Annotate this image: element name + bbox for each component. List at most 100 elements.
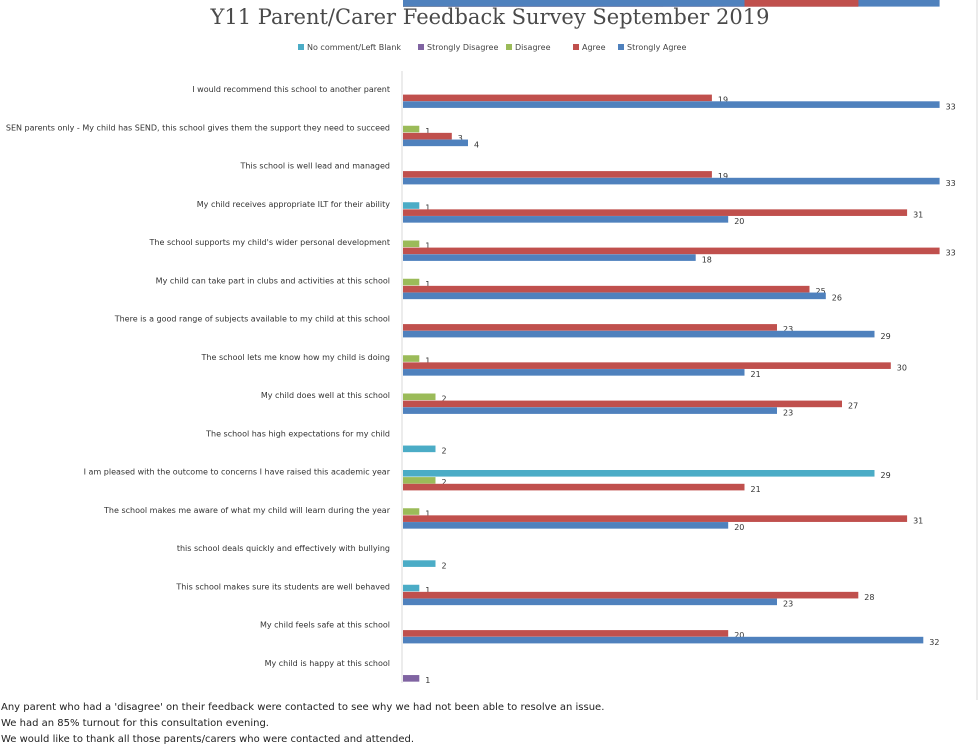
value-label-strongly-agree: 32: [929, 638, 939, 647]
value-label-strongly-agree: 21: [751, 0, 761, 2]
bar-strongly-agree: [403, 101, 940, 108]
value-label-agree: 21: [751, 485, 761, 494]
value-label-agree: 33: [946, 249, 956, 258]
bar-disagree: [403, 355, 420, 362]
value-label-strongly-agree: 18: [702, 255, 712, 264]
bar-no-comment-left-blank: [403, 470, 875, 477]
bar-strongly-agree: [403, 330, 875, 338]
value-label-strongly-agree: 4: [474, 141, 479, 150]
bar-disagree: [403, 240, 420, 248]
bar-strongly-agree: [403, 254, 696, 261]
category-label: The school supports my child's wider per…: [149, 238, 390, 247]
value-label-agree: 28: [864, 0, 874, 2]
value-label-no-comment-left-blank: 1: [425, 203, 430, 212]
bar-strongly-agree: [403, 216, 729, 223]
bar-agree: [403, 483, 745, 491]
value-label-strongly-agree: 21: [751, 370, 761, 379]
category-label: My child can take part in clubs and acti…: [156, 276, 390, 285]
bar-agree: [403, 132, 452, 140]
legend-swatch-disagree: [506, 44, 512, 50]
note-thanks: We would like to thank all those parents…: [1, 734, 415, 745]
value-label-agree: 3: [458, 134, 463, 143]
legend-swatch-strongly-agree: [618, 44, 624, 50]
category-label: My child receives appropriate ILT for th…: [197, 200, 390, 209]
value-label-strongly-agree: 20: [734, 523, 744, 532]
legend-swatch-no-comment-left-blank: [298, 44, 304, 50]
bar-agree: [403, 591, 859, 599]
legend-label-strongly-agree: Strongly Agree: [627, 43, 686, 52]
value-label-strongly-agree: 26: [832, 294, 842, 303]
chart-title: Y11 Parent/Carer Feedback Survey Septemb…: [210, 5, 770, 29]
category-label: The school lets me know how my child is …: [201, 353, 390, 362]
value-label-strongly-agree: 23: [783, 408, 793, 417]
value-label-no-comment-left-blank: 29: [881, 471, 891, 480]
value-label-agree: 28: [864, 0, 874, 2]
value-label-agree: 30: [897, 363, 907, 372]
bar-strongly-agree: [403, 407, 777, 414]
category-label: I am pleased with the outcome to concern…: [84, 468, 391, 477]
bar-agree: [403, 285, 810, 293]
bar-agree: [403, 324, 777, 331]
bar-strongly-agree: [403, 369, 745, 376]
note-disagree-followup: Any parent who had a 'disagree' on their…: [1, 702, 605, 713]
bar-strongly-agree: [403, 292, 826, 300]
value-label-strongly-agree: 33: [946, 179, 956, 188]
survey-notes: Any parent who had a 'disagree' on their…: [1, 700, 976, 748]
bar-disagree: [403, 393, 436, 401]
category-label: The school has high expectations for my …: [205, 429, 390, 438]
category-label: This school is well lead and managed: [240, 162, 390, 171]
value-label-disagree: 1: [425, 280, 430, 289]
category-label: The school makes me aware of what my chi…: [103, 506, 391, 515]
legend-swatch-agree: [573, 44, 579, 50]
value-label-agree: 19: [718, 96, 728, 105]
value-label-disagree: 1: [425, 509, 430, 518]
value-label-agree: 20: [734, 631, 744, 640]
value-label-strongly-agree: 23: [783, 600, 793, 609]
bar-agree: [403, 209, 908, 216]
bar-no-comment-left-blank: [403, 560, 436, 567]
bar-disagree: [403, 477, 436, 484]
value-label-agree: 31: [913, 210, 923, 219]
bar-agree: [403, 362, 891, 369]
value-label-no-comment-left-blank: 2: [442, 447, 447, 456]
value-label-agree: 31: [913, 516, 923, 525]
category-label: I would recommend this school to another…: [192, 85, 390, 94]
value-label-strongly-disagree: 1: [425, 676, 430, 685]
bar-agree: [403, 515, 908, 522]
value-label-no-comment-left-blank: 1: [425, 586, 430, 595]
value-label-agree: 25: [816, 287, 826, 296]
value-label-strongly-agree: 20: [734, 217, 744, 226]
value-label-disagree: 1: [425, 127, 430, 136]
value-label-strongly-agree: 33: [946, 0, 956, 2]
bar-disagree: [403, 508, 420, 515]
legend-label-no-comment-left-blank: No comment/Left Blank: [307, 43, 401, 52]
bar-no-comment-left-blank: [403, 584, 420, 592]
bar-agree: [403, 400, 842, 408]
value-label-agree: 19: [718, 172, 728, 181]
bar-strongly-agree: [403, 598, 777, 606]
category-label: There is a good range of subjects availa…: [114, 315, 390, 324]
bar-strongly-agree: [403, 0, 745, 7]
bar-agree: [403, 171, 712, 178]
bar-disagree: [403, 278, 420, 286]
bar-agree: [403, 247, 940, 255]
legend-swatch-strongly-disagree: [418, 44, 424, 50]
bar-agree: [403, 94, 712, 102]
value-label-disagree: 1: [425, 242, 430, 251]
legend-label-agree: Agree: [582, 43, 606, 52]
plot-area: I would recommend this school to another…: [6, 0, 956, 685]
legend-label-strongly-disagree: Strongly Disagree: [427, 43, 498, 52]
category-label: SEN parents only - My child has SEND, th…: [6, 123, 390, 132]
value-label-agree: 28: [864, 593, 874, 602]
category-label: My child is happy at this school: [265, 659, 390, 668]
value-label-disagree: 2: [442, 478, 447, 487]
category-label: This school makes sure its students are …: [175, 582, 390, 591]
bar-agree: [403, 630, 729, 637]
note-turnout: We had an 85% turnout for this consultat…: [1, 718, 269, 729]
bar-strongly-disagree: [403, 675, 420, 682]
value-label-strongly-agree: 33: [946, 102, 956, 111]
value-label-agree: 23: [783, 325, 793, 334]
bar-disagree: [403, 125, 420, 133]
bar-strongly-agree: [403, 139, 468, 147]
bar-no-comment-left-blank: [403, 445, 436, 453]
